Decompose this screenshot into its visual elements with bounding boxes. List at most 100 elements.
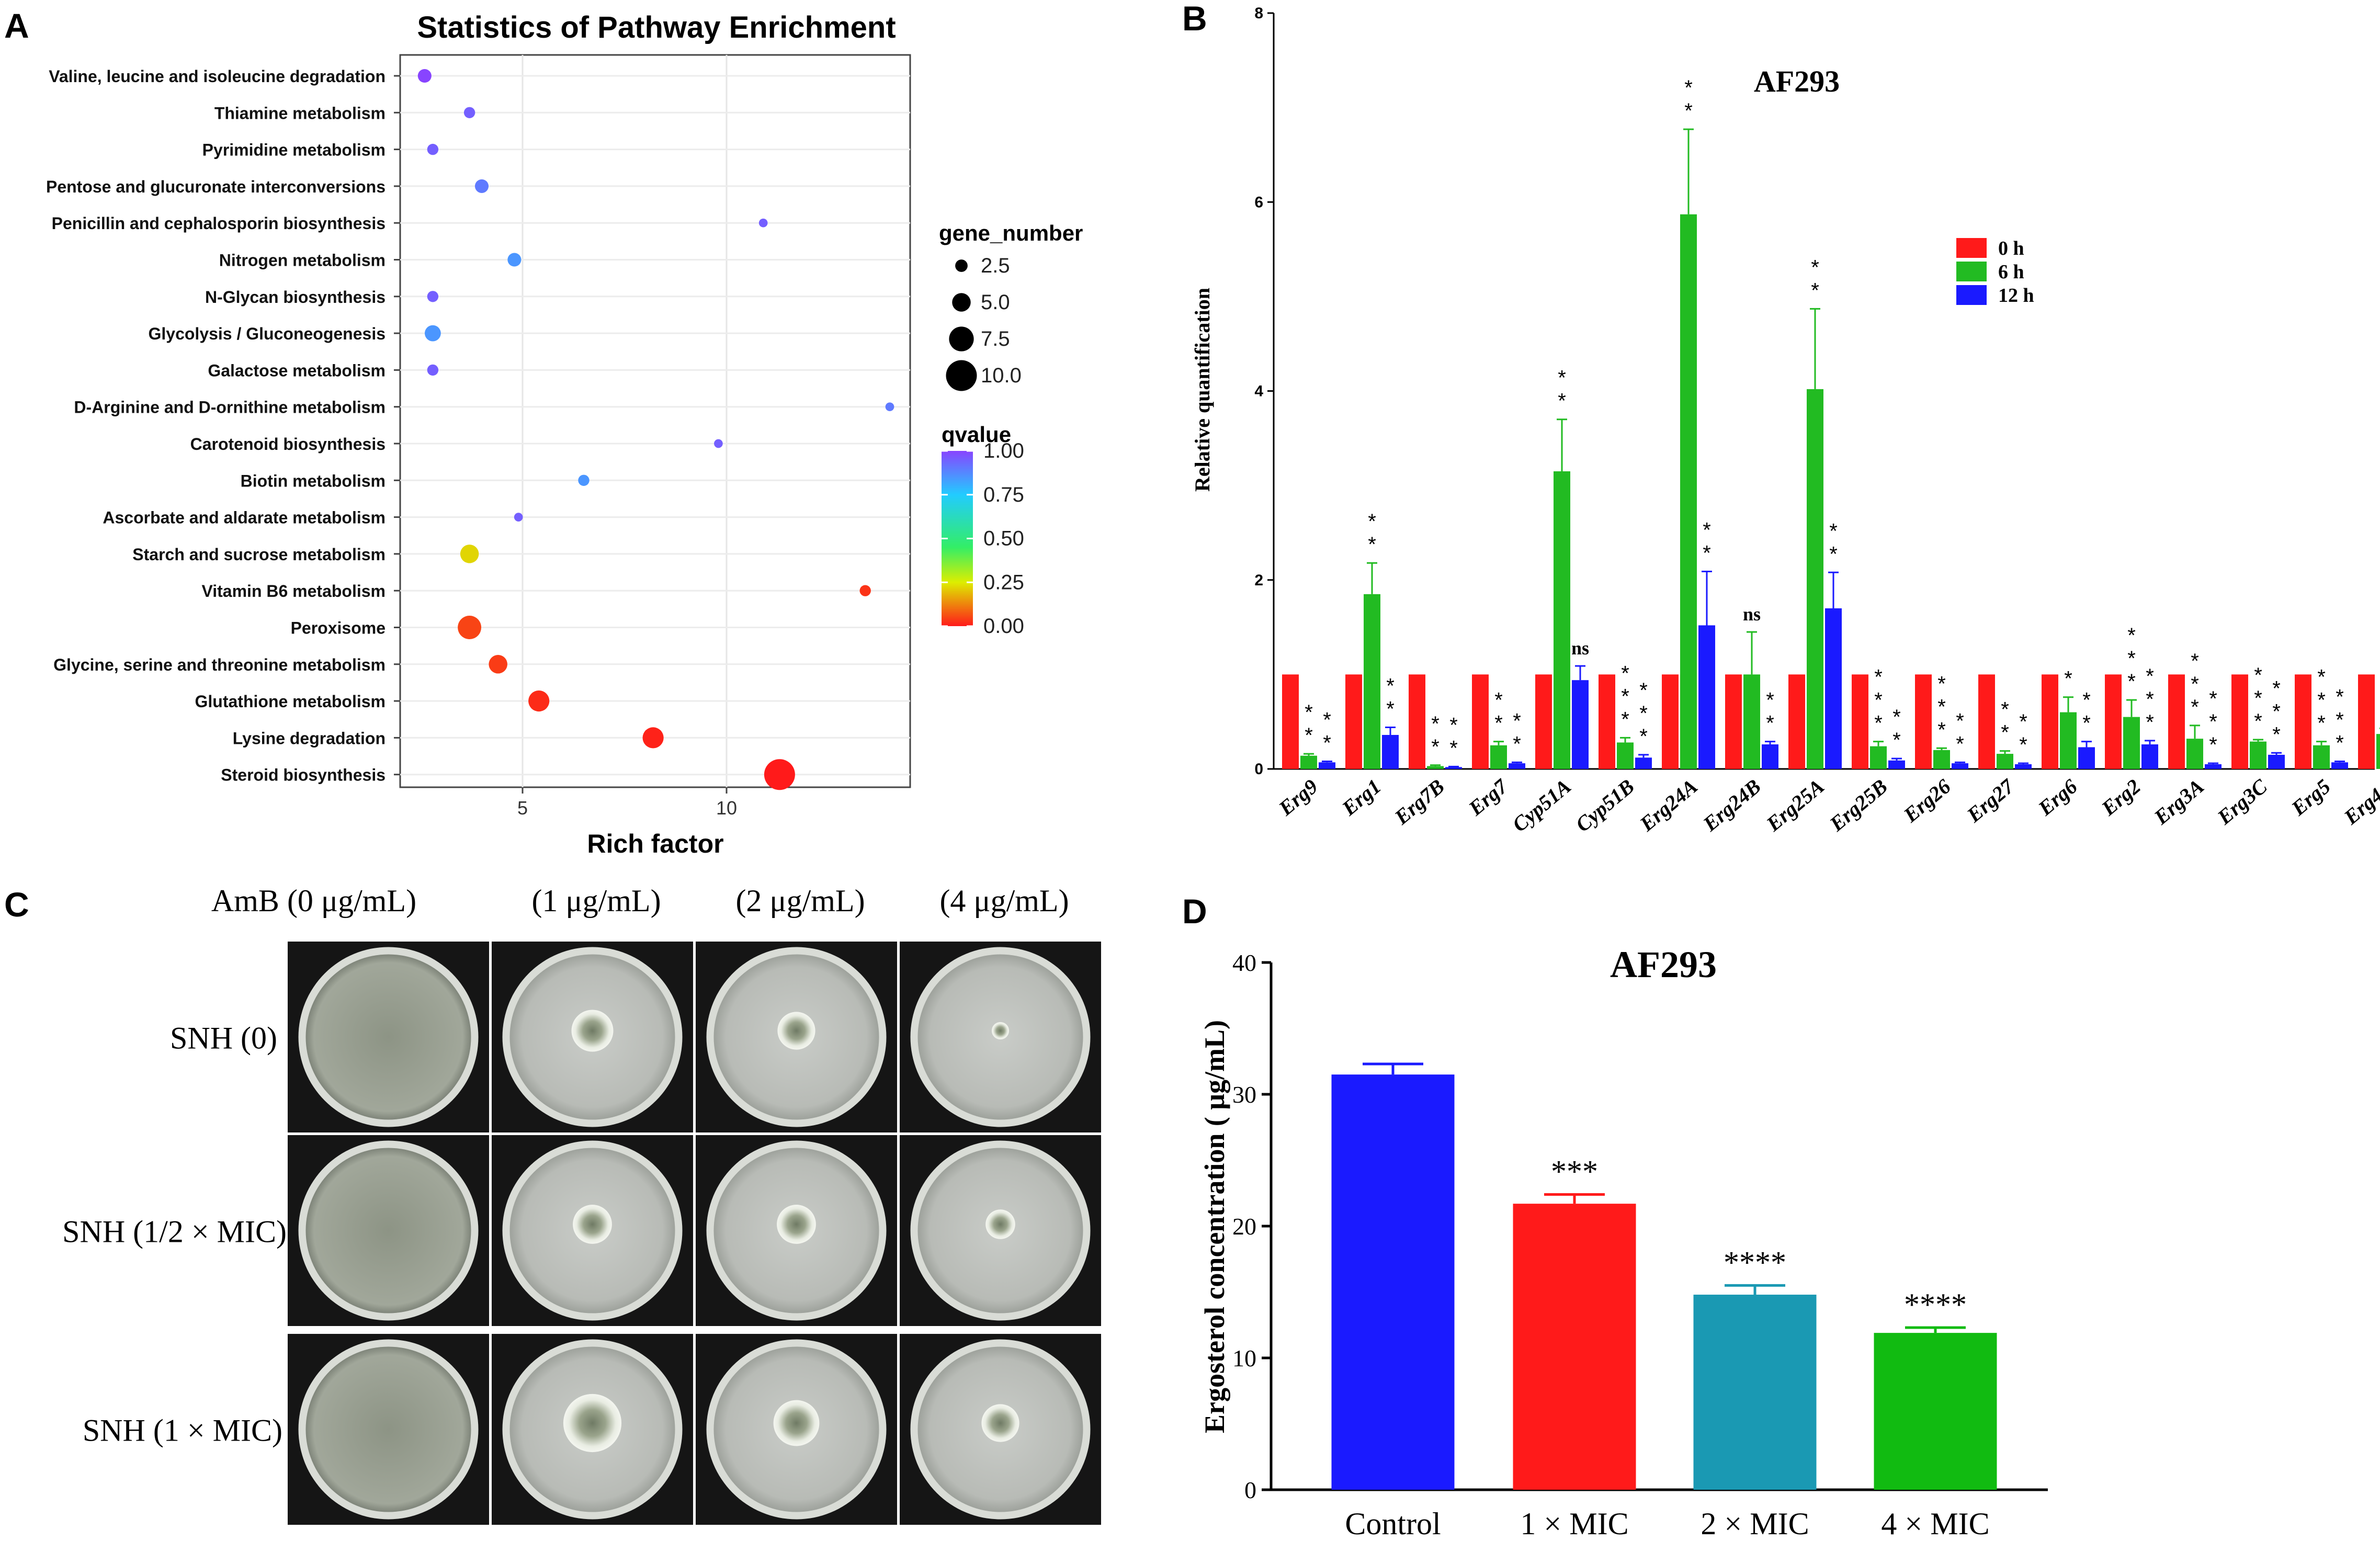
chart-b-bar-12h [1698,625,1715,769]
significance-star: * [2272,700,2281,723]
significance-star: * [2019,733,2027,756]
chart-d-bar [1331,1074,1455,1490]
chart-b-bar-12h [1572,680,1589,769]
plate-photos [288,942,1101,1525]
chart-b-title: AF293 [1754,64,1840,98]
chart-b-bar-6h [1427,766,1444,769]
significance-star: * [1766,689,1774,712]
chart-d-y-ticks: 0 10 20 30 40 [1232,949,1271,1503]
chart-a-dot [427,291,439,302]
chart-b-bar-0h [1535,674,1552,769]
legend-label: 6 h [1998,261,2024,283]
chart-b-category-label: Erg9 [1274,774,1322,820]
fungal-colony [773,1400,820,1446]
color-legend-title: qvalue [942,422,1011,447]
significance-star: * [2019,710,2027,733]
significance-star: * [1937,672,1946,695]
chart-b-bar-6h [2186,739,2203,769]
significance-star: * [1386,675,1395,698]
significance-star: * [2191,650,2199,673]
significance-star: * [1558,367,1566,390]
significance-star: * [2127,647,2136,670]
significance-star: * [1323,732,1331,755]
significance-star: * [1513,732,1521,755]
chart-b-bar-0h [1662,674,1679,769]
chart-b-category-label: Erg5 [2286,774,2335,820]
significance-star: * [2209,687,2217,710]
chart-b-bar-12h [1952,763,1968,769]
significance-star: * [1513,709,1521,732]
chart-a-dots [417,69,894,790]
chart-b-bar-12h [2205,764,2222,769]
significance-star: * [1639,702,1648,725]
chart-b-bar-12h [1319,762,1335,769]
chart-a-dot [507,253,522,267]
chart-b-bar-6h [1933,750,1950,769]
size-legend-dot [955,259,968,272]
chart-b-bar-6h [1997,754,2013,769]
significance-star: * [2254,664,2262,687]
significance-star: * [1305,724,1313,747]
chart-d-bar [1874,1333,1997,1490]
fungal-colony [571,1010,614,1052]
chart-a-x-axis-label: Rich factor [587,829,723,858]
plate-column-labels: AmB (0 μg/mL) (1 μg/mL) (2 μg/mL) (4 μg/mL) [211,883,1069,918]
significance-star: * [2001,698,2009,721]
chart-b-bar-6h [1743,674,1760,769]
significance-star: * [1874,689,1883,712]
chart-a-dot [578,474,590,486]
chart-b-bar-0h [1852,674,1868,769]
significance-star: * [1386,698,1395,721]
significance-star: * [1621,662,1629,685]
significance-star: * [2272,677,2281,700]
chart-a-category-label: D-Arginine and D-ornithine metabolism [74,398,386,417]
plate-column-label: (2 μg/mL) [735,883,865,918]
chart-d-y-tick-label: 20 [1232,1213,1256,1240]
chart-b-bar-0h [2358,674,2375,769]
legend-label: 0 h [1998,237,2024,259]
chart-a-category-label: Ascorbate and aldarate metabolism [103,508,386,527]
chart-b-bar-6h [1300,755,1317,769]
chart-b-bar-6h [1617,742,1634,769]
chart-b-bar-6h [1807,389,1823,769]
chart-d-category-label: 2 × MIC [1701,1506,1809,1541]
chart-b-bar-0h [1725,674,1742,769]
chart-b-category-label: Erg25A [1761,774,1828,836]
chart-b-category-label: Cyp51B [1571,774,1638,836]
significance-star: * [1431,712,1440,735]
chart-b-bar-12h [1635,757,1652,769]
chart-d-y-tick-label: 40 [1232,949,1256,976]
chart-a-category-label: Pyrimidine metabolism [202,141,386,160]
panel-label-c: C [4,885,29,924]
panel-c-plate-grid: AmB (0 μg/mL) (1 μg/mL) (2 μg/mL) (4 μg/mL)… [62,883,1101,1525]
chart-a-dot [859,585,871,596]
significance-star: * [2336,709,2344,732]
chart-b-bar-12h [2141,744,2158,769]
significance-star: * [2317,712,2326,735]
significance-star: * [2272,723,2281,746]
plate-row-label: SNH (0) [170,1021,277,1056]
chart-b-y-tick-label: 2 [1254,572,1263,589]
significance-star: * [1956,709,1964,732]
legend-swatch [1956,285,1987,305]
chart-b-category-label: Cyp51A [1508,774,1575,836]
chart-b-bar-12h [2331,762,2348,769]
chart-b-bar-6h [1554,471,1570,769]
significance-star: * [1766,712,1774,735]
chart-b-y-axis-label: Relative quantification [1191,288,1214,492]
chart-b-bar-12h [1509,763,1525,769]
chart-b-bar-12h [2268,754,2285,769]
significance-star: * [1684,99,1693,122]
chart-b-bar-0h [2105,674,2122,769]
significance-star: * [2146,665,2154,688]
significance-star: * [2146,711,2154,734]
plate-row-label: SNH (1/2 × MIC) [62,1215,287,1249]
significance-star: * [1323,709,1331,732]
chart-b-bar-6h [1870,746,1887,769]
panel-label-b: B [1182,0,1207,38]
significance-star: * [1558,390,1566,413]
panel-label-d: D [1182,892,1207,931]
size-legend-dot [949,326,974,352]
chart-a-category-label: Glycolysis / Gluconeogenesis [149,324,386,343]
